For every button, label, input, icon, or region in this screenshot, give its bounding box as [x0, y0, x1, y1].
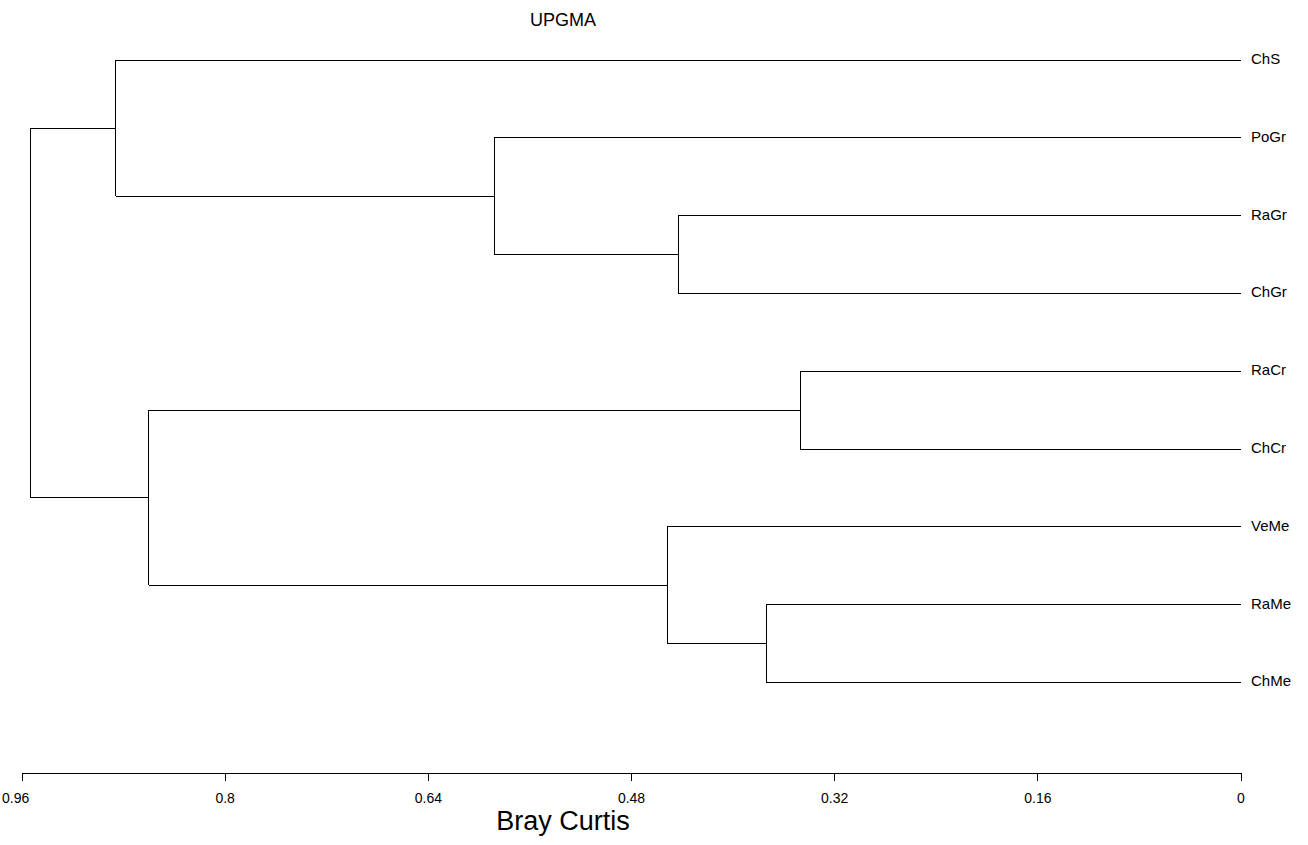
- branch: [116, 196, 494, 197]
- leaf-label: ChMe: [1251, 672, 1291, 689]
- leaf-label: RaMe: [1251, 595, 1291, 612]
- title: UPGMA: [530, 10, 596, 30]
- x-axis-label: Bray Curtis: [496, 806, 630, 836]
- branch: [149, 585, 667, 586]
- leaf-labels: ChS PoGr RaGr ChGr RaCr ChCr VeMe RaMe ChMe: [1251, 50, 1291, 689]
- branch: [766, 604, 1241, 605]
- branch: [667, 526, 1241, 527]
- tick-label: 0.32: [821, 790, 848, 806]
- branch: [494, 254, 678, 255]
- leaf-label: RaCr: [1251, 361, 1286, 378]
- branch: [800, 449, 1241, 450]
- tick-label: 0.8: [215, 790, 235, 806]
- tick-label: 0.48: [618, 790, 645, 806]
- chart: ChSPoGrRaGrChGrRaCrChCrVeMeRaMeChMe0.960…: [0, 0, 1308, 845]
- branch: [31, 128, 116, 129]
- tick-label: 0.16: [1024, 790, 1051, 806]
- branch: [494, 137, 1241, 138]
- x-axis: 0.96 0.8 0.64 0.48 0.32 0.16 0: [2, 773, 1245, 806]
- branch: [800, 371, 1241, 372]
- branch: [678, 293, 1241, 294]
- leaf-label: ChGr: [1251, 283, 1287, 300]
- leaf-label: PoGr: [1251, 128, 1286, 145]
- branch: [667, 643, 766, 644]
- dendrogram: [31, 60, 1241, 682]
- tick: [834, 773, 835, 781]
- tick: [1037, 773, 1038, 781]
- leaf-label: ChCr: [1251, 439, 1286, 456]
- tick: [225, 773, 226, 781]
- tick: [631, 773, 632, 781]
- merge: [30, 128, 31, 498]
- branch: [31, 497, 149, 498]
- tick-label: 0: [1237, 790, 1245, 806]
- branch: [766, 682, 1241, 683]
- leaf-label: ChS: [1251, 50, 1280, 67]
- branch: [149, 410, 800, 411]
- tick: [1241, 773, 1242, 781]
- tick: [22, 773, 23, 781]
- tick-label: 0.96: [2, 790, 29, 806]
- tick-label: 0.64: [415, 790, 442, 806]
- tick: [428, 773, 429, 781]
- branch: [678, 215, 1241, 216]
- branch: [116, 60, 1241, 61]
- leaf-label: RaGr: [1251, 206, 1287, 223]
- leaf-label: VeMe: [1251, 517, 1289, 534]
